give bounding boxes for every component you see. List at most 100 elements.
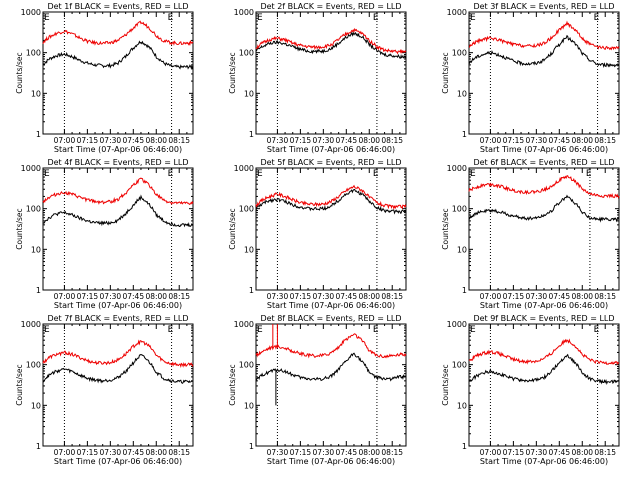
x-tick-label: 07:15 <box>77 448 99 457</box>
x-tick-label: 08:00 <box>358 292 380 301</box>
x-tick-label: 07:30 <box>267 292 289 301</box>
y-tick-label: 1 <box>249 442 254 451</box>
plot-frame <box>468 167 620 291</box>
x-tick-label: 08:15 <box>594 448 616 457</box>
x-tick-label: 07:45 <box>548 292 570 301</box>
x-tick-label: 07:15 <box>290 448 312 457</box>
y-tick-label: 1000 <box>447 164 467 173</box>
y-tick-label: 1000 <box>21 8 41 17</box>
x-tick-label: 07:15 <box>290 136 312 145</box>
y-tick-label: 100 <box>26 49 41 58</box>
x-tick-label: 08:00 <box>571 448 593 457</box>
events-series-line <box>255 31 407 59</box>
chart-title: Det 9f BLACK = Events, RED = LLD <box>473 314 614 323</box>
x-tick-label: 07:45 <box>335 448 357 457</box>
events-series-line <box>468 353 620 385</box>
y-tick-label: 100 <box>239 49 254 58</box>
y-tick-label: 10 <box>457 245 467 254</box>
x-tick-label: 08:00 <box>358 136 380 145</box>
x-tick-label: 08:15 <box>594 136 616 145</box>
chart-title: Det 4f BLACK = Events, RED = LLD <box>47 158 188 167</box>
y-tick-label: 10 <box>457 401 467 410</box>
lld-series-line <box>42 339 194 369</box>
x-tick-label: 07:30 <box>267 448 289 457</box>
x-tick-label: 08:00 <box>145 448 167 457</box>
x-tick-label: 07:15 <box>503 136 525 145</box>
lld-series-line <box>468 20 620 51</box>
y-tick-label: 1 <box>249 130 254 139</box>
x-tick-label: 07:30 <box>267 136 289 145</box>
chart-panel-7: Det 7f BLACK = Events, RED = LLD 1 10 100 10… <box>15 314 194 466</box>
lld-series-line <box>255 184 407 210</box>
chart-panel-3: Det 3f BLACK = Events, RED = LLD 1 10 100 10… <box>441 2 620 154</box>
x-axis-label: Start Time (07-Apr-06 06:46:00) <box>267 457 395 466</box>
flag-label: E <box>470 13 476 23</box>
y-tick-label: 10 <box>244 89 254 98</box>
events-series-line <box>42 354 194 384</box>
x-axis-label: Start Time (07-Apr-06 06:46:00) <box>267 301 395 310</box>
x-tick-label: 07:45 <box>335 136 357 145</box>
x-axis-label: Start Time (07-Apr-06 06:46:00) <box>480 457 608 466</box>
lld-series-line <box>468 175 620 199</box>
y-tick-label: 1000 <box>234 8 254 17</box>
lld-series-line <box>468 338 620 366</box>
x-tick-label: 07:30 <box>526 136 548 145</box>
flag-label: E <box>257 325 263 335</box>
plot-frame <box>255 323 407 447</box>
x-tick-label: 08:15 <box>168 448 190 457</box>
chart-title: Det 1f BLACK = Events, RED = LLD <box>47 2 188 11</box>
chart-panel-2: Det 2f BLACK = Events, RED = LLD 1 10 100 10… <box>228 2 407 154</box>
x-axis-label: Start Time (07-Apr-06 06:46:00) <box>480 145 608 154</box>
events-series-line <box>42 194 194 228</box>
y-tick-label: 1 <box>462 286 467 295</box>
y-axis-label: Counts/sec <box>228 364 237 405</box>
x-tick-label: 07:45 <box>548 136 570 145</box>
y-tick-label: 100 <box>452 205 467 214</box>
y-tick-label: 10 <box>457 89 467 98</box>
chart-panel-9: Det 9f BLACK = Events, RED = LLD 1 10 100 10… <box>441 314 620 466</box>
x-tick-label: 07:00 <box>54 136 76 145</box>
x-tick-label: 07:00 <box>480 136 502 145</box>
x-tick-label: 07:30 <box>526 448 548 457</box>
x-tick-label: 07:30 <box>100 448 122 457</box>
chart-title: Det 2f BLACK = Events, RED = LLD <box>260 2 401 11</box>
y-axis-label: Counts/sec <box>441 208 450 249</box>
y-tick-label: 1 <box>36 130 41 139</box>
x-tick-label: 07:45 <box>122 448 144 457</box>
y-tick-label: 1 <box>249 286 254 295</box>
events-series-line <box>468 34 620 68</box>
x-tick-label: 08:00 <box>145 136 167 145</box>
chart-panel-8: Det 8f BLACK = Events, RED = LLD 1 10 100 10… <box>228 314 407 466</box>
x-tick-label: 07:45 <box>122 292 144 301</box>
lld-series-line <box>42 177 194 206</box>
x-tick-label: 07:30 <box>313 448 335 457</box>
flag-label: E <box>168 169 174 179</box>
events-series-line <box>255 352 407 383</box>
chart-title: Det 5f BLACK = Events, RED = LLD <box>260 158 401 167</box>
x-tick-label: 08:15 <box>381 448 403 457</box>
x-tick-label: 08:00 <box>145 292 167 301</box>
y-tick-label: 1000 <box>234 320 254 329</box>
y-tick-label: 1000 <box>447 320 467 329</box>
plot-frame <box>42 323 194 447</box>
lld-series-line <box>255 333 407 359</box>
flag-label: E <box>373 169 379 179</box>
x-tick-label: 07:30 <box>100 136 122 145</box>
y-tick-label: 100 <box>26 205 41 214</box>
chart-panel-4: Det 4f BLACK = Events, RED = LLD 1 10 100 10… <box>15 158 194 310</box>
y-axis-label: Counts/sec <box>15 208 24 249</box>
chart-panel-6: Det 6f BLACK = Events, RED = LLD 1 10 100 10… <box>441 158 620 310</box>
x-tick-label: 08:15 <box>594 292 616 301</box>
y-axis-label: Counts/sec <box>15 52 24 93</box>
flag-label: E <box>594 325 600 335</box>
chart-title: Det 3f BLACK = Events, RED = LLD <box>473 2 614 11</box>
y-axis-label: Counts/sec <box>228 52 237 93</box>
y-tick-label: 1 <box>462 130 467 139</box>
x-axis-label: Start Time (07-Apr-06 06:46:00) <box>54 145 182 154</box>
y-tick-label: 10 <box>244 245 254 254</box>
x-tick-label: 08:00 <box>571 136 593 145</box>
y-tick-label: 100 <box>239 361 254 370</box>
y-tick-label: 100 <box>452 361 467 370</box>
chart-title: Det 6f BLACK = Events, RED = LLD <box>473 158 614 167</box>
